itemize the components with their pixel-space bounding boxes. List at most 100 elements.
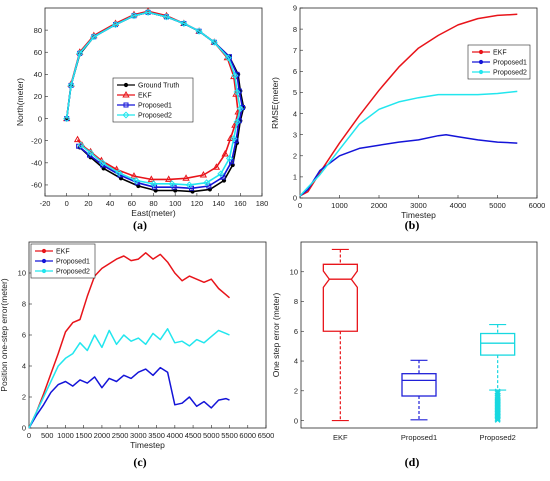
series-proposed2: [28, 328, 230, 429]
y-tick-label: 8: [22, 300, 26, 309]
x-tick-label: 3000: [410, 201, 427, 210]
data-point: [163, 13, 171, 21]
series-line: [299, 133, 518, 197]
outlier-mark: [494, 389, 501, 397]
x-tick-label: 2500: [112, 431, 129, 440]
box-proposed1: [401, 359, 437, 421]
y-tick-label: 10: [18, 269, 26, 278]
x-tick-label: 80: [149, 199, 157, 208]
x-tick-label: 6000: [529, 201, 546, 210]
plot-frame: [299, 7, 538, 199]
category-label: Proposed1: [401, 433, 437, 442]
y-tick-label: 0: [294, 416, 298, 425]
legend-marker: [122, 111, 130, 119]
y-tick-label: 4: [293, 109, 297, 118]
data-point: [225, 154, 233, 162]
y-tick-label: 40: [34, 70, 42, 79]
legend-entry: EKF: [493, 50, 507, 57]
legend-marker: [41, 268, 47, 274]
data-point: [63, 115, 71, 123]
box-proposed2: [480, 323, 516, 423]
y-tick-label: 8: [294, 297, 298, 306]
legend-entry: Proposed2: [56, 269, 90, 276]
data-point: [130, 12, 138, 20]
y-tick-label: 6: [22, 331, 26, 340]
series-ekf: [299, 13, 518, 197]
data-point: [98, 159, 107, 167]
x-tick-label: 4000: [167, 431, 184, 440]
series-line: [28, 252, 230, 429]
x-tick-label: 60: [128, 199, 136, 208]
y-tick-label: 4: [22, 362, 26, 371]
series-proposed1: [299, 133, 518, 197]
x-tick-label: 5000: [203, 431, 220, 440]
data-point: [211, 39, 217, 45]
data-point: [112, 21, 120, 29]
x-tick-label: 160: [234, 199, 247, 208]
y-tick-label: 1: [293, 173, 297, 182]
y-tick-label: 0: [293, 194, 297, 203]
data-point: [233, 88, 241, 96]
series-line: [65, 11, 242, 186]
y-tick-label: -40: [31, 159, 42, 168]
box-body: [401, 373, 437, 397]
legend-entry: Proposed1: [138, 103, 172, 110]
y-tick-label: 0: [38, 114, 42, 123]
x-axis-label: Timestep: [130, 440, 165, 450]
data-point: [185, 181, 193, 189]
x-tick-label: 180: [256, 199, 269, 208]
series-line: [28, 366, 230, 429]
data-point: [115, 169, 123, 177]
box-ekf: [322, 248, 358, 422]
x-axis-label: East(meter): [131, 208, 176, 218]
data-point: [91, 34, 97, 40]
box-body: [480, 332, 516, 356]
data-point: [196, 28, 202, 34]
plot-frame: [300, 241, 538, 429]
legend-marker: [41, 248, 47, 254]
data-point: [76, 49, 84, 57]
y-tick-label: 2: [294, 387, 298, 396]
legend-marker: [122, 90, 130, 98]
legend-entry: Proposed2: [138, 113, 172, 120]
x-tick-label: 4500: [185, 431, 202, 440]
panel-label: (d): [405, 455, 420, 469]
x-tick-label: 4000: [450, 201, 467, 210]
series-proposed2: [299, 90, 518, 197]
x-tick-label: 140: [212, 199, 225, 208]
data-point: [224, 54, 232, 62]
legend-marker: [478, 59, 484, 65]
y-tick-label: -20: [31, 136, 42, 145]
y-tick-label: 0: [22, 424, 26, 433]
x-tick-label: 100: [169, 199, 182, 208]
y-axis-label: North(meter): [15, 78, 25, 126]
y-tick-label: 7: [293, 46, 297, 55]
data-point: [149, 180, 158, 188]
y-tick-label: 9: [293, 4, 297, 13]
data-point: [132, 177, 140, 185]
y-tick-label: 6: [293, 67, 297, 76]
x-tick-label: 2000: [371, 201, 388, 210]
legend-entry: Proposed1: [56, 259, 90, 266]
legend-entry: EKF: [138, 93, 152, 100]
legend-marker: [123, 82, 129, 88]
x-tick-label: 1000: [331, 201, 348, 210]
y-tick-label: 5: [293, 88, 297, 97]
series-line: [65, 10, 239, 181]
data-point: [199, 170, 208, 178]
y-tick-label: 2: [22, 393, 26, 402]
legend-marker: [123, 102, 129, 108]
data-point: [165, 175, 173, 182]
x-tick-label: 3500: [148, 431, 165, 440]
panel-label: (a): [133, 218, 147, 232]
data-point: [90, 33, 98, 41]
panel-label: (b): [405, 218, 420, 232]
y-axis-label: Position one-step error(meter): [0, 278, 9, 392]
y-tick-label: 80: [34, 26, 42, 35]
legend-entry: Proposed2: [493, 70, 527, 77]
y-tick-label: 3: [293, 130, 297, 139]
data-point: [233, 118, 241, 126]
y-axis-label: One step error (meter): [271, 293, 281, 378]
